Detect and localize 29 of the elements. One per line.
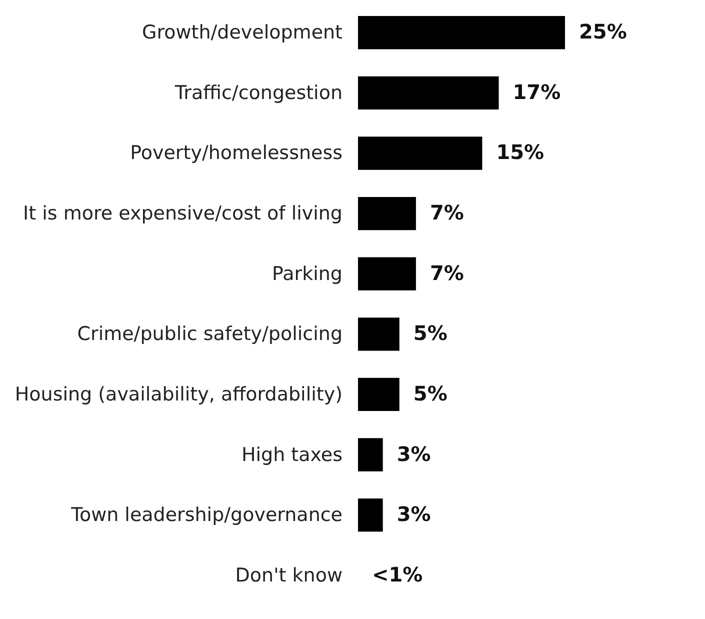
y-tick-label: Town leadership/governance (70, 504, 342, 526)
data-label: 7% (430, 200, 464, 225)
bar (358, 257, 416, 290)
bar (358, 16, 565, 50)
y-tick-label: High taxes (241, 444, 342, 466)
data-label: 3% (396, 442, 431, 466)
data-label: <1% (372, 562, 423, 586)
y-tick-label: Don't know (235, 564, 342, 586)
bar (358, 136, 482, 170)
data-label: 17% (512, 80, 561, 104)
y-tick-label: Traffic/congestion (174, 82, 342, 104)
y-tick-label: Crime/public safety/policing (77, 323, 342, 346)
bar (358, 438, 383, 472)
y-tick-label: Growth/development (142, 22, 342, 44)
bar (358, 318, 400, 351)
data-label: 3% (396, 502, 431, 526)
data-label: 25% (579, 20, 627, 44)
y-tick-label: Poverty/homelessness (130, 142, 342, 164)
data-label: 7% (430, 260, 464, 285)
data-label: 5% (413, 381, 448, 406)
y-tick-label: It is more expensive/cost of living (23, 202, 342, 225)
data-label: 15% (496, 140, 544, 164)
data-label: 5% (413, 321, 448, 346)
bar (358, 498, 383, 532)
y-tick-label: Housing (availability, affordability) (14, 383, 342, 406)
bar (358, 196, 416, 230)
y-tick-label: Parking (272, 262, 342, 285)
bar (358, 76, 499, 110)
bar (358, 378, 400, 412)
